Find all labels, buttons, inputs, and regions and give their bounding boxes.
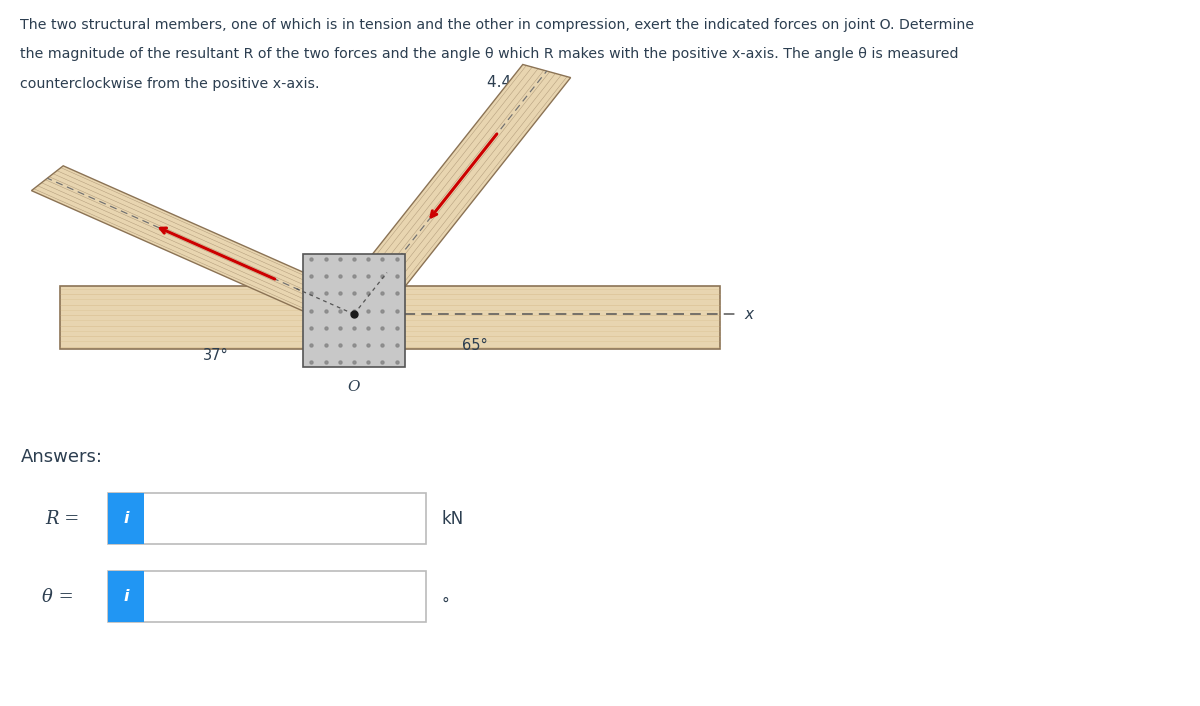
Text: i: i: [124, 511, 128, 527]
Bar: [108, 493, 144, 544]
Text: 37°: 37°: [203, 347, 229, 363]
Text: x: x: [744, 306, 754, 322]
Bar: [302, 254, 406, 367]
Text: 2.1 kN: 2.1 kN: [56, 186, 106, 202]
Text: The two structural members, one of which is in tension and the other in compress: The two structural members, one of which…: [20, 18, 974, 32]
Text: R =: R =: [46, 510, 80, 528]
Bar: [108, 571, 426, 622]
Bar: [60, 286, 720, 349]
Polygon shape: [330, 64, 571, 321]
Text: i: i: [124, 589, 128, 604]
Text: 65°: 65°: [462, 338, 487, 354]
Bar: [108, 571, 144, 622]
Text: the magnitude of the resultant R of the two forces and the angle θ which R makes: the magnitude of the resultant R of the …: [20, 47, 959, 61]
Text: counterclockwise from the positive x-axis.: counterclockwise from the positive x-axi…: [20, 77, 320, 91]
Text: kN: kN: [442, 510, 464, 528]
Text: °: °: [442, 597, 449, 611]
Bar: [108, 493, 426, 544]
Text: Answers:: Answers:: [20, 448, 102, 466]
Text: 4.4 kN: 4.4 kN: [487, 75, 536, 90]
Text: O: O: [348, 380, 360, 394]
Text: θ =: θ =: [42, 587, 73, 606]
Polygon shape: [31, 166, 370, 327]
